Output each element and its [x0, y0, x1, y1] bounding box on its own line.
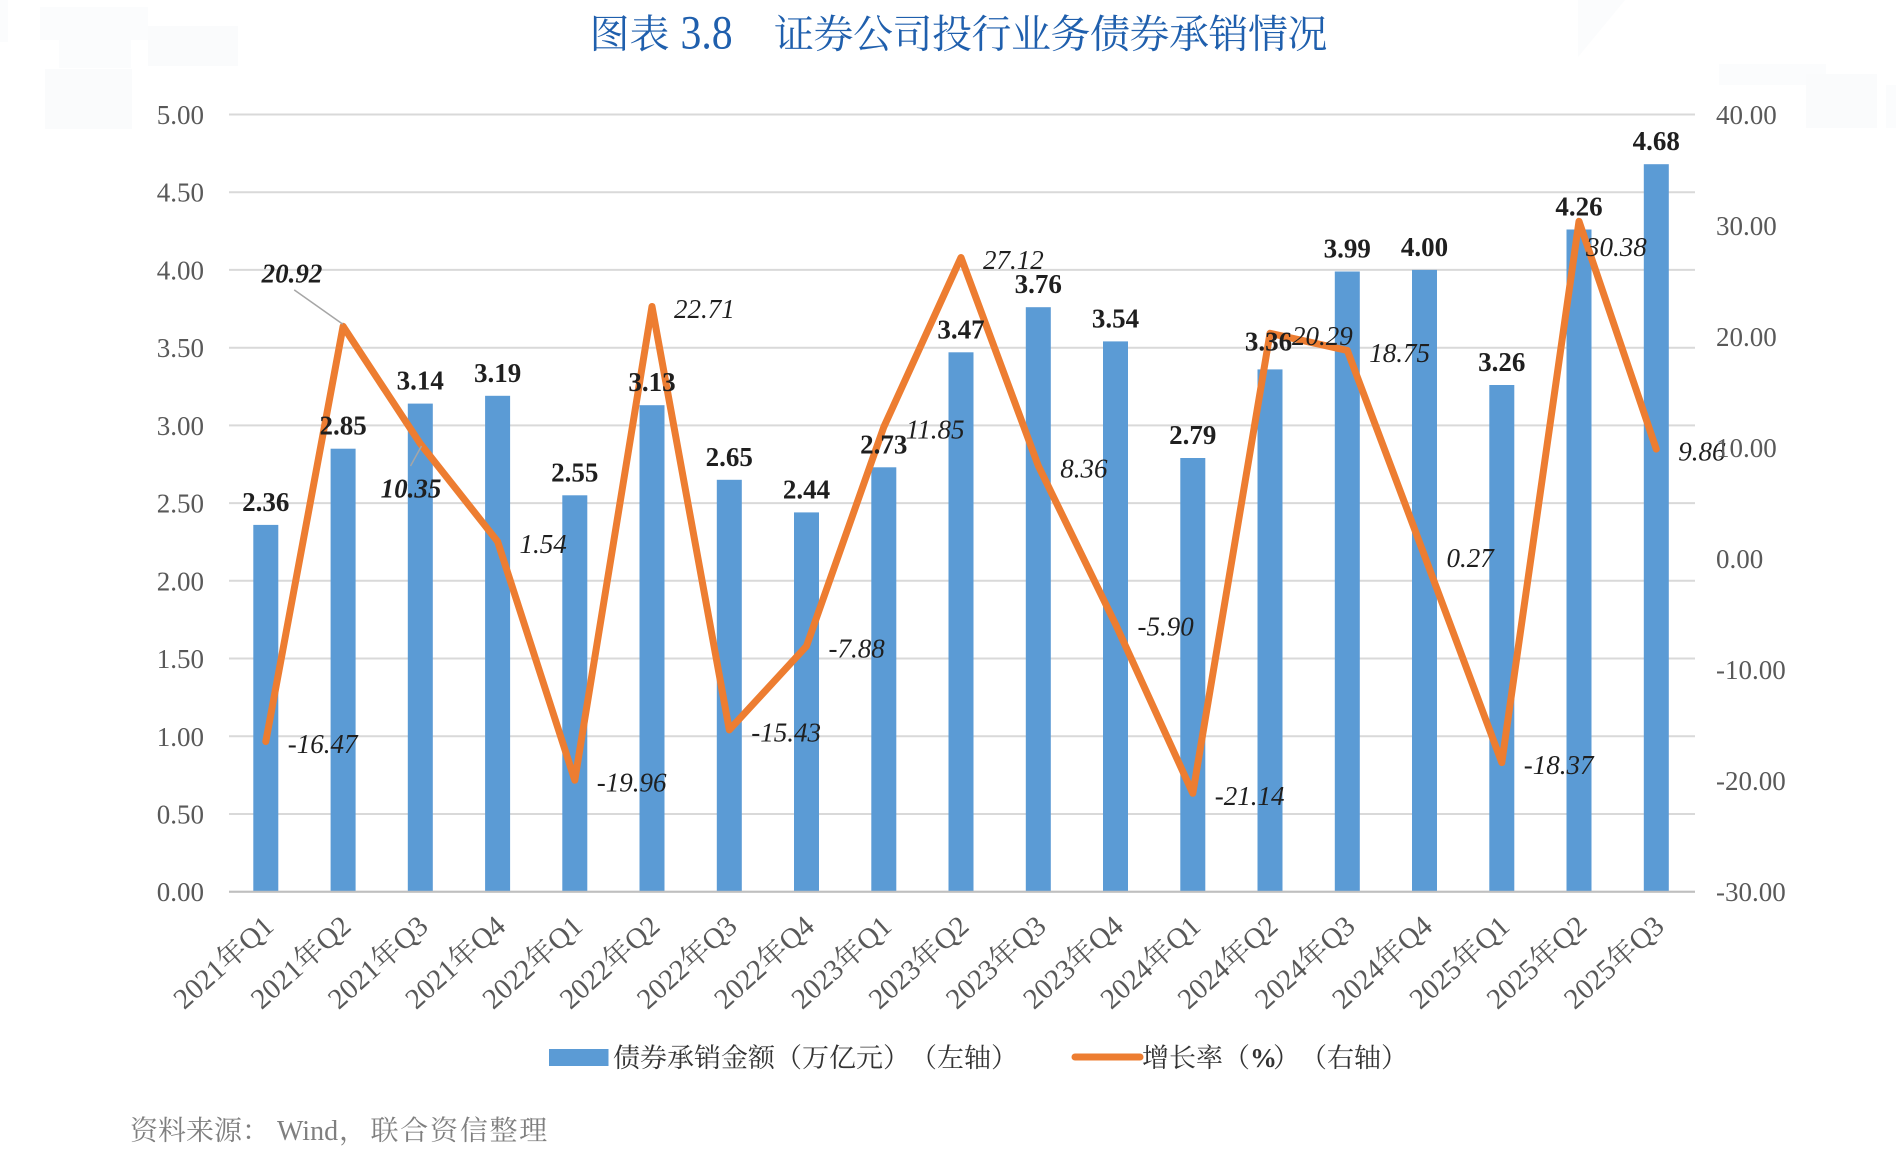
svg-text:Wind: Wind [277, 1116, 338, 1147]
svg-text:3.8: 3.8 [681, 6, 733, 59]
svg-text:4.50: 4.50 [157, 178, 204, 208]
svg-text:2.73: 2.73 [860, 429, 907, 459]
svg-text:3.99: 3.99 [1324, 234, 1371, 264]
svg-text:3.14: 3.14 [397, 366, 444, 396]
svg-text:20.92: 20.92 [261, 259, 323, 289]
svg-text:4.00: 4.00 [1401, 232, 1448, 262]
svg-text:2.85: 2.85 [319, 411, 366, 441]
svg-text:3.26: 3.26 [1478, 347, 1525, 377]
svg-text:-10.00: -10.00 [1716, 655, 1786, 685]
svg-text:4.00: 4.00 [157, 255, 204, 285]
svg-text:3.36: 3.36 [1245, 327, 1292, 357]
svg-text:9.86: 9.86 [1678, 437, 1726, 467]
svg-text:27.12: 27.12 [983, 245, 1044, 275]
svg-text:20.00: 20.00 [1716, 322, 1777, 352]
svg-text:2.44: 2.44 [783, 474, 830, 504]
svg-text:8.36: 8.36 [1060, 453, 1108, 483]
svg-text:-20.00: -20.00 [1716, 766, 1786, 796]
svg-text:-18.37: -18.37 [1524, 750, 1595, 780]
svg-text:2.55: 2.55 [551, 457, 598, 487]
svg-text:-15.43: -15.43 [751, 717, 821, 747]
svg-text:-19.96: -19.96 [597, 768, 667, 798]
svg-text:20.29: 20.29 [1292, 321, 1353, 351]
svg-text:3.13: 3.13 [628, 367, 675, 397]
svg-text:-16.47: -16.47 [288, 729, 359, 759]
svg-text:18.75: 18.75 [1369, 338, 1430, 368]
svg-text:0.27: 0.27 [1447, 543, 1496, 573]
svg-text:3.00: 3.00 [157, 411, 204, 441]
svg-text:-30.00: -30.00 [1716, 877, 1786, 907]
svg-text:2.65: 2.65 [706, 442, 753, 472]
svg-text:0.00: 0.00 [1716, 544, 1763, 574]
svg-text:30.38: 30.38 [1585, 232, 1647, 262]
svg-text:1.54: 1.54 [520, 529, 567, 559]
svg-text:-7.88: -7.88 [829, 634, 886, 664]
svg-text:3.76: 3.76 [1015, 269, 1062, 299]
svg-text:3.47: 3.47 [937, 314, 984, 344]
svg-text:1.50: 1.50 [157, 644, 204, 674]
svg-text:%: % [1250, 1043, 1277, 1073]
svg-text:1.00: 1.00 [157, 722, 204, 752]
svg-text:2.50: 2.50 [157, 489, 204, 519]
svg-text:0.50: 0.50 [157, 800, 204, 830]
svg-text:3.50: 3.50 [157, 333, 204, 363]
svg-text:30.00: 30.00 [1716, 211, 1777, 241]
svg-text:4.26: 4.26 [1555, 192, 1602, 222]
svg-text:3.54: 3.54 [1092, 303, 1139, 333]
svg-text:2.79: 2.79 [1169, 420, 1216, 450]
svg-text:-5.90: -5.90 [1138, 612, 1195, 642]
svg-text:4.68: 4.68 [1633, 126, 1680, 156]
svg-text:0.00: 0.00 [157, 877, 204, 907]
svg-text:22.71: 22.71 [674, 294, 735, 324]
svg-text:40.00: 40.00 [1716, 100, 1777, 130]
svg-text:10.35: 10.35 [381, 474, 442, 504]
svg-text:2.36: 2.36 [242, 487, 289, 517]
svg-text:2.00: 2.00 [157, 566, 204, 596]
svg-text:3.19: 3.19 [474, 358, 521, 388]
svg-text:11.85: 11.85 [906, 415, 965, 445]
svg-text:10.00: 10.00 [1716, 433, 1777, 463]
svg-text:5.00: 5.00 [157, 100, 204, 130]
svg-text:-21.14: -21.14 [1215, 781, 1285, 811]
